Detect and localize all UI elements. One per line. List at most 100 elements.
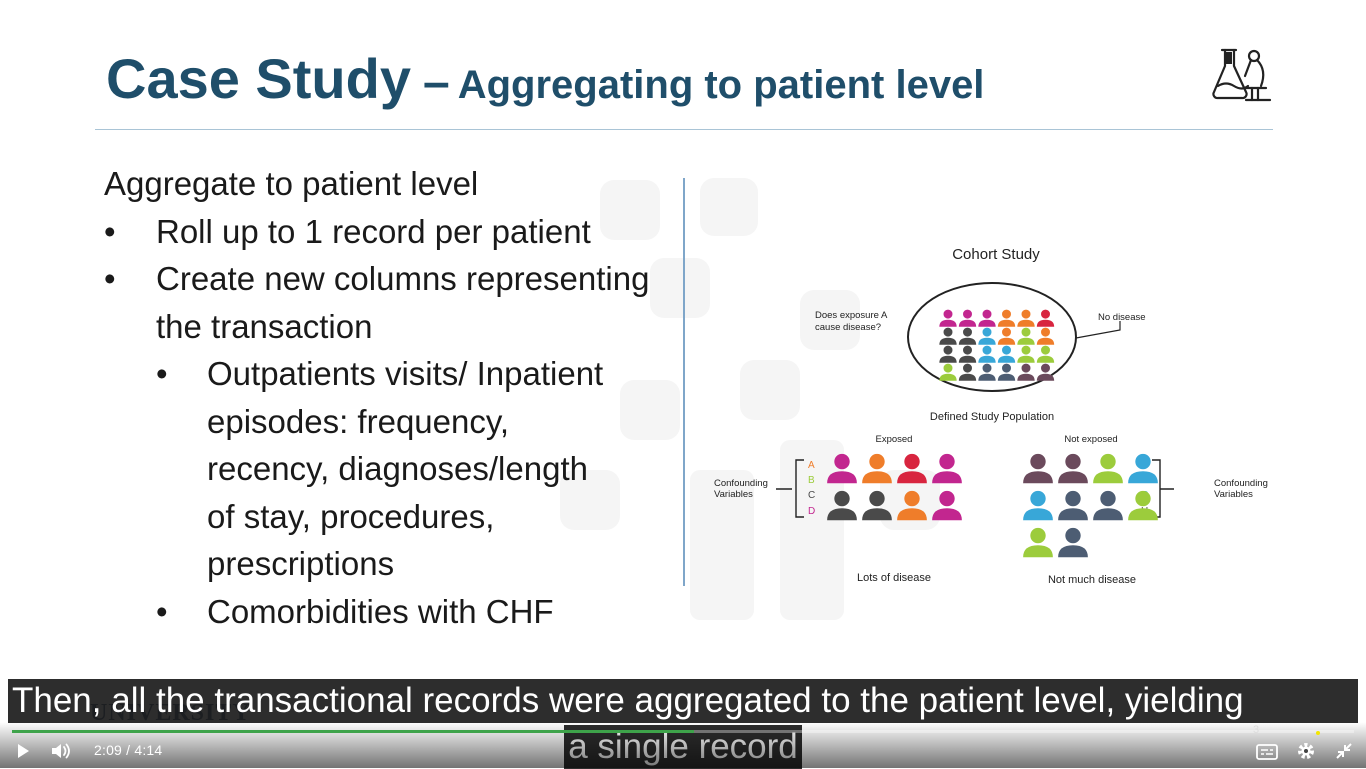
bullet-dot: • [104, 212, 116, 250]
study-population-ellipse [907, 282, 1077, 392]
person-icon [1128, 490, 1158, 521]
person-icon [897, 453, 927, 484]
lab-microscope-logo-icon [1212, 48, 1272, 102]
diagram-confounding-left-1: Confounding [714, 478, 768, 489]
person-icon [978, 309, 996, 327]
person-icon [827, 453, 857, 484]
sub-bullet-text: Comorbidities with CHF [207, 592, 554, 630]
person-icon [932, 453, 962, 484]
population-people [939, 309, 1055, 381]
person-icon [932, 490, 962, 521]
duration: 4:14 [134, 742, 163, 758]
person-icon [1058, 453, 1088, 484]
left-bracket [776, 459, 804, 518]
person-icon [997, 363, 1016, 381]
cohort-study-diagram: Cohort Study Does exposure A cause disea… [714, 246, 1268, 586]
bullet-dot: • [156, 355, 168, 392]
not-exposed-group [1023, 453, 1158, 558]
settings-badge: 3 [1253, 724, 1260, 736]
person-icon [978, 363, 996, 381]
bullet-item: • Create new columns representing the tr… [104, 255, 664, 350]
person-icon [1058, 527, 1088, 558]
letter-d: D [808, 506, 815, 517]
person-icon [1036, 327, 1055, 345]
person-icon [958, 363, 977, 381]
title-dash: – [423, 56, 450, 109]
sub-bullet-item: • Comorbidities with CHF [104, 588, 664, 636]
diagram-title: Cohort Study [952, 246, 1040, 263]
diagram-lots-of-disease: Lots of disease [857, 572, 931, 584]
person-icon [958, 309, 977, 327]
bullet-text: Create new columns representing the tran… [156, 260, 650, 345]
person-icon [1017, 327, 1035, 345]
person-icon [997, 327, 1016, 345]
player-controls [0, 722, 1366, 768]
person-icon [1128, 453, 1158, 484]
letter-b: B [808, 475, 815, 486]
person-icon [958, 327, 977, 345]
time-display: 2:09 / 4:14 [94, 742, 162, 758]
exposed-group [827, 453, 962, 521]
bullet-dot: • [156, 592, 168, 630]
title-divider [95, 129, 1273, 130]
chapter-marker [1316, 731, 1320, 735]
slide-title: Case Study – Aggregating to patient level [106, 46, 984, 111]
current-time: 2:09 [94, 742, 123, 758]
letter-c: C [808, 490, 815, 501]
settings-icon[interactable] [1296, 741, 1316, 761]
person-icon [1093, 453, 1123, 484]
slide-body: Aggregate to patient level • Roll up to … [104, 160, 664, 635]
volume-icon[interactable] [50, 741, 72, 761]
diagram-confounding-left-2: Variables [714, 489, 753, 500]
sub-bullet-item: • Outpatients visits/ Inpatient episodes… [104, 350, 617, 588]
diagram-question-line1: Does exposure A [815, 310, 888, 321]
content-divider [683, 178, 685, 586]
bullet-item: • Roll up to 1 record per patient [104, 208, 664, 256]
person-icon [997, 309, 1016, 327]
no-disease-pointer [1075, 321, 1121, 339]
person-icon [1017, 363, 1035, 381]
person-icon [1093, 490, 1123, 521]
person-icon [862, 453, 892, 484]
person-icon [1036, 363, 1055, 381]
person-icon [862, 490, 892, 521]
person-icon [1023, 527, 1053, 558]
person-icon [1058, 490, 1088, 521]
title-main: Case Study [106, 47, 411, 110]
diagram-no-disease: No disease [1098, 312, 1146, 323]
person-icon [1023, 490, 1053, 521]
bullet-text: Roll up to 1 record per patient [156, 212, 591, 250]
diagram-not-exposed-label: Not exposed [1064, 434, 1117, 445]
body-heading: Aggregate to patient level [104, 165, 479, 202]
person-icon [1017, 345, 1035, 363]
person-icon [939, 345, 957, 363]
title-subtitle: Aggregating to patient level [457, 63, 985, 107]
person-icon [1036, 345, 1055, 363]
person-icon [1023, 453, 1053, 484]
time-separator: / [126, 742, 131, 758]
person-icon [958, 345, 977, 363]
person-icon [978, 345, 996, 363]
diagram-question-line2: cause disease? [815, 322, 881, 333]
person-icon [1017, 309, 1035, 327]
bullet-dot: • [104, 260, 116, 297]
person-icon [939, 327, 957, 345]
person-icon [1036, 309, 1055, 327]
diagram-not-much-disease: Not much disease [1048, 574, 1136, 586]
person-icon [939, 363, 957, 381]
play-icon[interactable] [14, 742, 32, 760]
person-icon [997, 345, 1016, 363]
captions-icon[interactable] [1256, 744, 1278, 760]
person-icon [978, 327, 996, 345]
person-icon [897, 490, 927, 521]
progress-bar[interactable] [12, 730, 1354, 733]
sub-bullet-text: Outpatients visits/ Inpatient episodes: … [207, 355, 604, 582]
progress-bar-fill [12, 730, 694, 733]
exit-fullscreen-icon[interactable] [1335, 742, 1353, 760]
diagram-confounding-right-1: Confounding [1214, 478, 1268, 489]
diagram-confounding-right-2: Variables [1214, 489, 1253, 500]
letter-a: A [808, 460, 815, 471]
person-icon [939, 309, 957, 327]
